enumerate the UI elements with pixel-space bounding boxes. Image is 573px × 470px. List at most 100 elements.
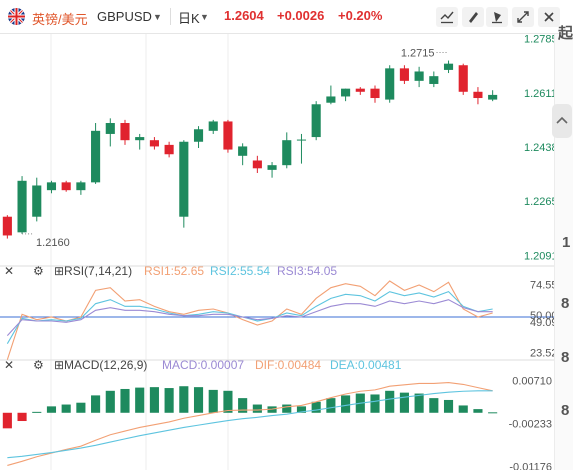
candle-body (105, 123, 115, 134)
macd-bar (2, 412, 12, 429)
macd-axis-label: -0.00233 (509, 418, 552, 430)
uk-flag-icon (8, 8, 25, 25)
price-axis-label: 1.2611 (524, 88, 554, 100)
macd-bar (238, 398, 248, 413)
rsi-line (6, 291, 493, 344)
macd-bar (443, 399, 454, 413)
candle-body (429, 76, 439, 84)
macd-bar (326, 398, 336, 413)
macd-bar (399, 392, 409, 413)
sidebar-glyph: 起 (558, 25, 573, 42)
macd-bar (179, 386, 189, 413)
candle-body (61, 182, 71, 191)
rsi-line (6, 280, 493, 360)
macd-bar (120, 388, 130, 413)
candle-body (282, 140, 292, 166)
dif-line (7, 382, 493, 466)
rsi-axis-label: 23.52 (530, 347, 554, 359)
macd-bar (414, 393, 424, 413)
candle-body (91, 130, 101, 183)
macd-bar (370, 394, 380, 413)
macd-bar (149, 387, 159, 413)
candle-body (414, 71, 424, 81)
legend-entry: DEA:0.00481 (330, 358, 402, 372)
settings-icon: ⚙ (33, 358, 44, 372)
macd-bar (32, 411, 42, 413)
candle-body (17, 180, 27, 233)
grid (0, 34, 554, 470)
chart-style-icon (440, 11, 454, 24)
legend-entry: DIF:0.00484 (255, 358, 321, 372)
expand-icon (517, 11, 529, 23)
candle-body (355, 88, 365, 92)
candle-body (135, 137, 145, 141)
close-panel-icon: ✕ (4, 264, 14, 278)
symbol-code[interactable]: GBPUSD (97, 9, 152, 24)
candle-body (399, 68, 409, 81)
rsi-axis-label: 50.00 (530, 310, 554, 322)
dea-line (7, 390, 493, 459)
macd-bar (458, 405, 468, 413)
macd-bar (61, 404, 71, 413)
macd-bar (341, 395, 351, 413)
candle-body (149, 140, 159, 147)
macd-bar (135, 387, 145, 413)
sidebar-glyph: 1 (562, 234, 571, 251)
legend-entry: RSI2:55.54 (210, 264, 270, 278)
macd-bar (193, 387, 204, 413)
indicator-name: ⊞RSI(7,14,21) (54, 264, 132, 278)
chart-header: 英镑/美元 GBPUSD ▼ 日K ▼ 1.2604 +0.0026 +0.20… (0, 0, 573, 34)
candlestick-series (2, 60, 498, 239)
price-axis-label: 1.2785 (524, 34, 554, 46)
rsi-axis-label: 49.09 (530, 317, 554, 329)
macd-bar (473, 409, 483, 413)
close-button[interactable] (538, 7, 560, 27)
expand-button[interactable] (512, 7, 534, 27)
timeframe-select[interactable]: 日K (178, 11, 200, 26)
macd-bar (105, 390, 115, 413)
legend-entry: RSI3:54.05 (277, 264, 337, 278)
sidebar-toggle[interactable] (552, 104, 572, 138)
macd-bar (385, 390, 395, 413)
macd-bar (46, 406, 57, 413)
candle-body (458, 65, 468, 92)
macd-bar (296, 406, 307, 413)
price-axis-label: 1.2438 (524, 142, 554, 154)
last-price: 1.2604 (224, 8, 264, 23)
macd-axis-label: 0.00710 (512, 375, 552, 387)
pair-name[interactable]: 英镑/美元 (32, 12, 88, 27)
settings-icon: ⚙ (33, 264, 44, 278)
macd-bar (208, 389, 218, 413)
candle-body (370, 88, 380, 99)
candle-body (46, 182, 57, 191)
chart-style-button[interactable] (436, 7, 458, 27)
candle-body (473, 91, 483, 99)
candle-body (341, 88, 351, 97)
candle-body (223, 121, 233, 150)
price-axis-label: 1.2265 (524, 196, 554, 208)
y-axis: 1.2785 1.2611 1.2438 1.2265 1.2091 (524, 34, 554, 262)
divider (170, 8, 171, 25)
right-sidebar: 起 8 8 8 1 (554, 25, 573, 470)
candle-body (120, 123, 130, 141)
legend-entry: RSI1:52.65 (144, 264, 204, 278)
macd-axis-label: -0.01176 (509, 462, 552, 470)
candle-body (208, 121, 218, 131)
rsi-axis-label: 74.55 (530, 279, 554, 291)
close-panel-icon: ✕ (4, 358, 14, 372)
timeframe-dropdown-icon[interactable]: ▼ (200, 12, 209, 22)
indicator-name: ⊞MACD(12,26,9) (54, 358, 147, 372)
low-annotation: 1.2160 (36, 237, 70, 249)
close-icon (544, 12, 554, 22)
symbol-dropdown-icon[interactable]: ▼ (153, 12, 162, 22)
candle-body (385, 68, 395, 100)
marker-button[interactable] (486, 7, 508, 27)
macd-bar (252, 404, 262, 413)
draw-tool-button[interactable] (462, 7, 484, 27)
macd-panel: ✕ ⚙ ⊞MACD(12,26,9) MACD:0.00007 DIF:0.00484 D… (2, 358, 552, 470)
candle-body (326, 96, 336, 103)
macd-bar (164, 388, 174, 413)
candle-body (238, 146, 248, 156)
candle-body (32, 185, 42, 217)
